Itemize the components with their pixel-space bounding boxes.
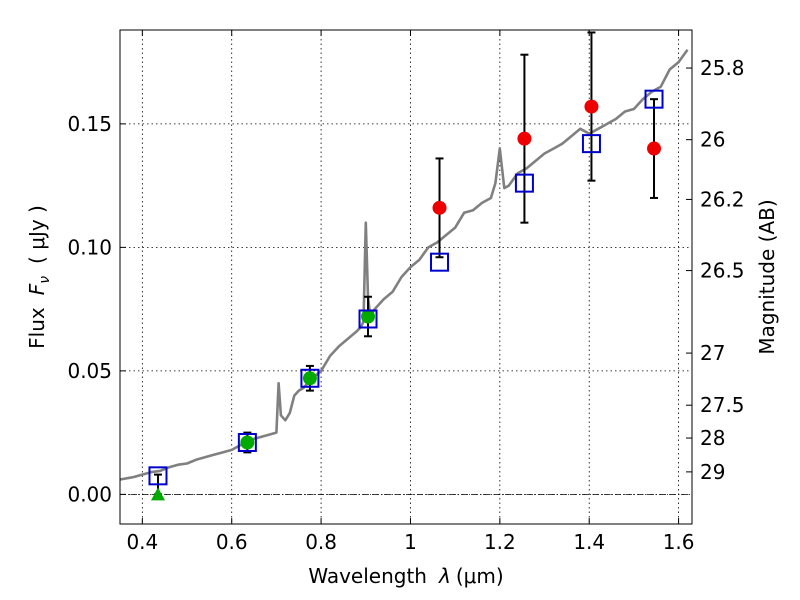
- red-data-point: [517, 131, 532, 146]
- green-data-point: [302, 371, 317, 386]
- spectrum-line: [119, 49, 689, 481]
- model-square-marker: [581, 134, 601, 154]
- x-tick-label: 1.2: [484, 530, 516, 554]
- red-data-point: [647, 141, 662, 156]
- x-tick-label: 1.4: [573, 530, 605, 554]
- model-square-marker: [148, 466, 168, 486]
- x-tick-label: 1.6: [663, 530, 695, 554]
- y-axis-title: Flux Fν ( μJy ): [25, 205, 53, 349]
- mag-tick-label: 29: [700, 460, 725, 484]
- y-axis-symbol: F: [25, 283, 49, 295]
- mag-tick-label: 25.8: [700, 56, 745, 80]
- model-square-marker: [430, 252, 450, 272]
- y-axis-units: ( μJy ): [25, 205, 49, 264]
- x-tick-label: 0.4: [126, 530, 158, 554]
- y-tick-label: 0.15: [67, 112, 112, 136]
- model-square-marker: [644, 89, 664, 109]
- green-data-point: [240, 435, 255, 450]
- y-axis-title-text: Flux: [25, 307, 49, 349]
- y-axis-subscript: ν: [37, 276, 53, 284]
- plot-frame: [119, 29, 693, 525]
- x-axis-title: Wavelength λ (μm): [308, 564, 503, 588]
- mag-tick-label: 26.5: [700, 259, 745, 283]
- model-square-marker: [358, 309, 378, 329]
- model-square-marker: [514, 173, 534, 193]
- model-square-marker: [300, 368, 320, 388]
- grid: [120, 30, 692, 524]
- model-square-marker: [237, 432, 257, 452]
- mag-tick-label: 28: [700, 426, 725, 450]
- y-tick-label: 0.10: [67, 235, 112, 259]
- mag-tick-label: 26.2: [700, 187, 745, 211]
- mag-tick-label: 26: [700, 128, 725, 152]
- green-data-point: [361, 309, 376, 324]
- x-tick-label: 0.8: [305, 530, 337, 554]
- x-tick-label: 0.6: [216, 530, 248, 554]
- x-axis-title-text: Wavelength: [308, 564, 427, 588]
- red-data-point: [432, 200, 447, 215]
- x-tick-label: 1: [404, 530, 417, 554]
- template-spectrum: [119, 49, 689, 481]
- x-axis-units: (μm): [456, 564, 504, 588]
- mag-tick-label: 27.5: [700, 393, 745, 417]
- red-data-point: [584, 99, 599, 114]
- mag-tick-label: 27: [700, 341, 725, 365]
- axis-ticks: 0.4 0.6 0.8 1 1.2 1.4 1.6 0.00 0.05 0.10 0.15 25.8 2…: [67, 30, 745, 554]
- y-tick-label: 0.05: [67, 359, 112, 383]
- y-tick-label: 0.00: [67, 482, 112, 506]
- upper-limit-marker: [150, 487, 165, 501]
- photometry-markers: [148, 31, 664, 501]
- x-axis-symbol: λ: [438, 564, 451, 588]
- y2-axis-title: Magnitude (AB): [755, 199, 779, 354]
